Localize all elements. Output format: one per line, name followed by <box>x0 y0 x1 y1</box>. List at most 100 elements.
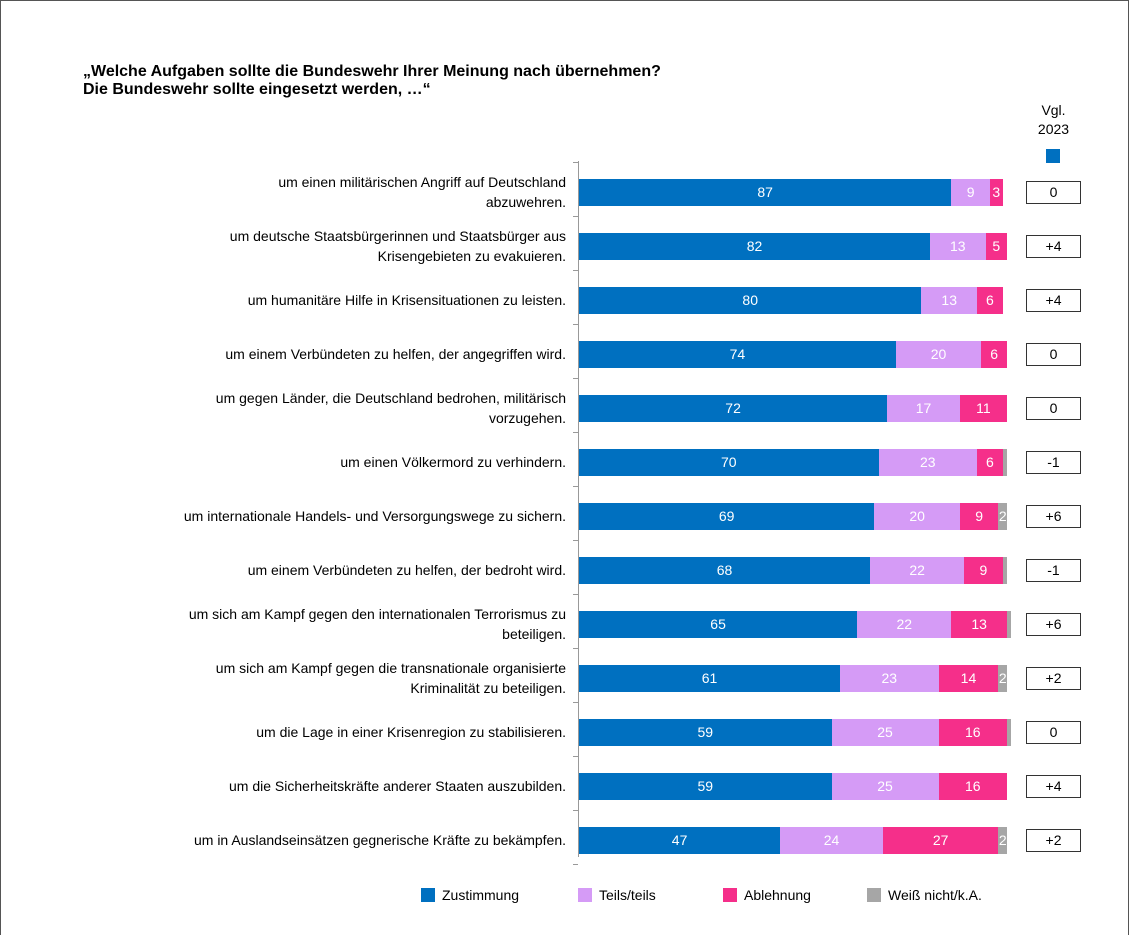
data-label: 74 <box>729 345 746 362</box>
bar-segment <box>929 232 986 260</box>
bar-segment <box>579 178 952 206</box>
bar-segment <box>1007 718 1012 746</box>
data-label: 13 <box>949 237 966 254</box>
axis-tick <box>573 540 578 541</box>
category-label: um einem Verbündeten zu helfen, der bedr… <box>247 562 566 578</box>
bar-segment <box>977 286 1003 314</box>
bar-segment <box>579 772 832 800</box>
axis-tick <box>573 324 578 325</box>
bar-segment <box>985 232 1007 260</box>
comparison-value: -1 <box>1026 559 1081 582</box>
data-label: 25 <box>877 723 893 740</box>
bar-segment <box>870 556 965 584</box>
axis-tick <box>573 162 578 163</box>
category-label: um sich am Kampf gegen die transnational… <box>215 660 566 696</box>
legend-label: Teils/teils <box>599 887 656 903</box>
data-label: 6 <box>985 291 994 308</box>
comparison-value: +6 <box>1026 613 1081 636</box>
bar-segment <box>831 718 939 746</box>
data-label: 23 <box>920 453 936 470</box>
comparison-swatch <box>1046 149 1060 163</box>
bar-segment <box>579 340 896 368</box>
bar-segment <box>977 448 1003 476</box>
data-label: 24 <box>823 831 840 848</box>
bar-segment <box>882 826 999 854</box>
bar-segment <box>874 502 960 530</box>
data-label: 16 <box>964 777 981 794</box>
bar-segment <box>579 664 841 692</box>
comparison-value: +4 <box>1026 235 1081 258</box>
bar-segment <box>895 340 982 368</box>
category-label: um die Lage in einer Krisenregion zu sta… <box>256 724 566 740</box>
bar-segment <box>989 178 1003 206</box>
data-label: 17 <box>915 399 932 416</box>
data-label: 23 <box>881 669 898 686</box>
bar-segment <box>921 286 978 314</box>
axis-tick <box>573 486 578 487</box>
axis-tick <box>573 810 578 811</box>
bar-segment <box>1002 556 1007 584</box>
bar-segment <box>938 664 999 692</box>
comparison-value: +2 <box>1026 667 1081 690</box>
data-label: 11 <box>976 399 991 416</box>
data-label: 70 <box>721 453 737 470</box>
bar-segment <box>831 772 939 800</box>
bar-segment <box>579 448 879 476</box>
comparison-value: 0 <box>1026 343 1081 366</box>
bar-segment <box>1007 610 1012 638</box>
axis-tick <box>573 594 578 595</box>
bar-segment <box>579 232 930 260</box>
data-label: 14 <box>960 669 977 686</box>
bar-segment <box>951 610 1007 638</box>
category-label: um einem Verbündeten zu helfen, der ange… <box>225 346 566 362</box>
category-label: um einen militärischen Angriff auf Deuts… <box>278 174 566 210</box>
data-label: 22 <box>909 561 925 578</box>
data-label: 47 <box>671 831 688 848</box>
comparison-value: +6 <box>1026 505 1081 528</box>
axis-tick <box>573 756 578 757</box>
data-label: 2 <box>998 831 1007 848</box>
bar-segment <box>998 826 1007 854</box>
data-label: 20 <box>909 507 925 524</box>
bar-segment <box>959 502 999 530</box>
bar-segment <box>579 286 922 314</box>
category-label: um einen Völkermord zu verhindern. <box>340 454 566 470</box>
bar-segment <box>951 178 990 206</box>
bar-segment <box>878 448 978 476</box>
data-label: 87 <box>757 183 773 200</box>
legend-swatch <box>578 888 592 902</box>
data-label: 72 <box>725 399 741 416</box>
bar-segment <box>579 826 781 854</box>
axis-tick <box>573 216 578 217</box>
data-label: 9 <box>975 507 984 524</box>
bar-segment <box>959 394 1007 422</box>
bar-segment <box>857 610 952 638</box>
category-label: um internationale Handels- und Versorgun… <box>183 508 566 524</box>
data-label: 80 <box>742 291 758 308</box>
legend-label: Ablehnung <box>744 887 811 903</box>
data-label: 27 <box>932 831 949 848</box>
data-label: 2 <box>998 507 1007 524</box>
axis-tick <box>573 270 578 271</box>
data-label: 3 <box>992 183 1001 200</box>
comparison-value: +4 <box>1026 289 1081 312</box>
data-label: 20 <box>930 345 947 362</box>
legend-label: Zustimmung <box>442 887 520 903</box>
bar-segment <box>998 502 1007 530</box>
data-label: 9 <box>966 183 975 200</box>
data-label: 5 <box>992 237 1001 254</box>
data-label: 59 <box>697 723 714 740</box>
bar-segment <box>780 826 883 854</box>
chart-title: „Welche Aufgaben sollte die Bundeswehr I… <box>83 63 661 98</box>
bar-segment <box>938 718 1007 746</box>
axis-tick <box>573 432 578 433</box>
legend-swatch <box>723 888 737 902</box>
category-label: um humanitäre Hilfe in Krisensituationen… <box>247 292 566 308</box>
bar-segment <box>579 718 832 746</box>
bar-segment <box>579 610 858 638</box>
bar-segment <box>579 394 888 422</box>
bar-segment <box>938 772 1007 800</box>
category-label: um deutsche Staatsbürgerinnen und Staats… <box>229 228 566 264</box>
data-label: 22 <box>896 615 913 632</box>
